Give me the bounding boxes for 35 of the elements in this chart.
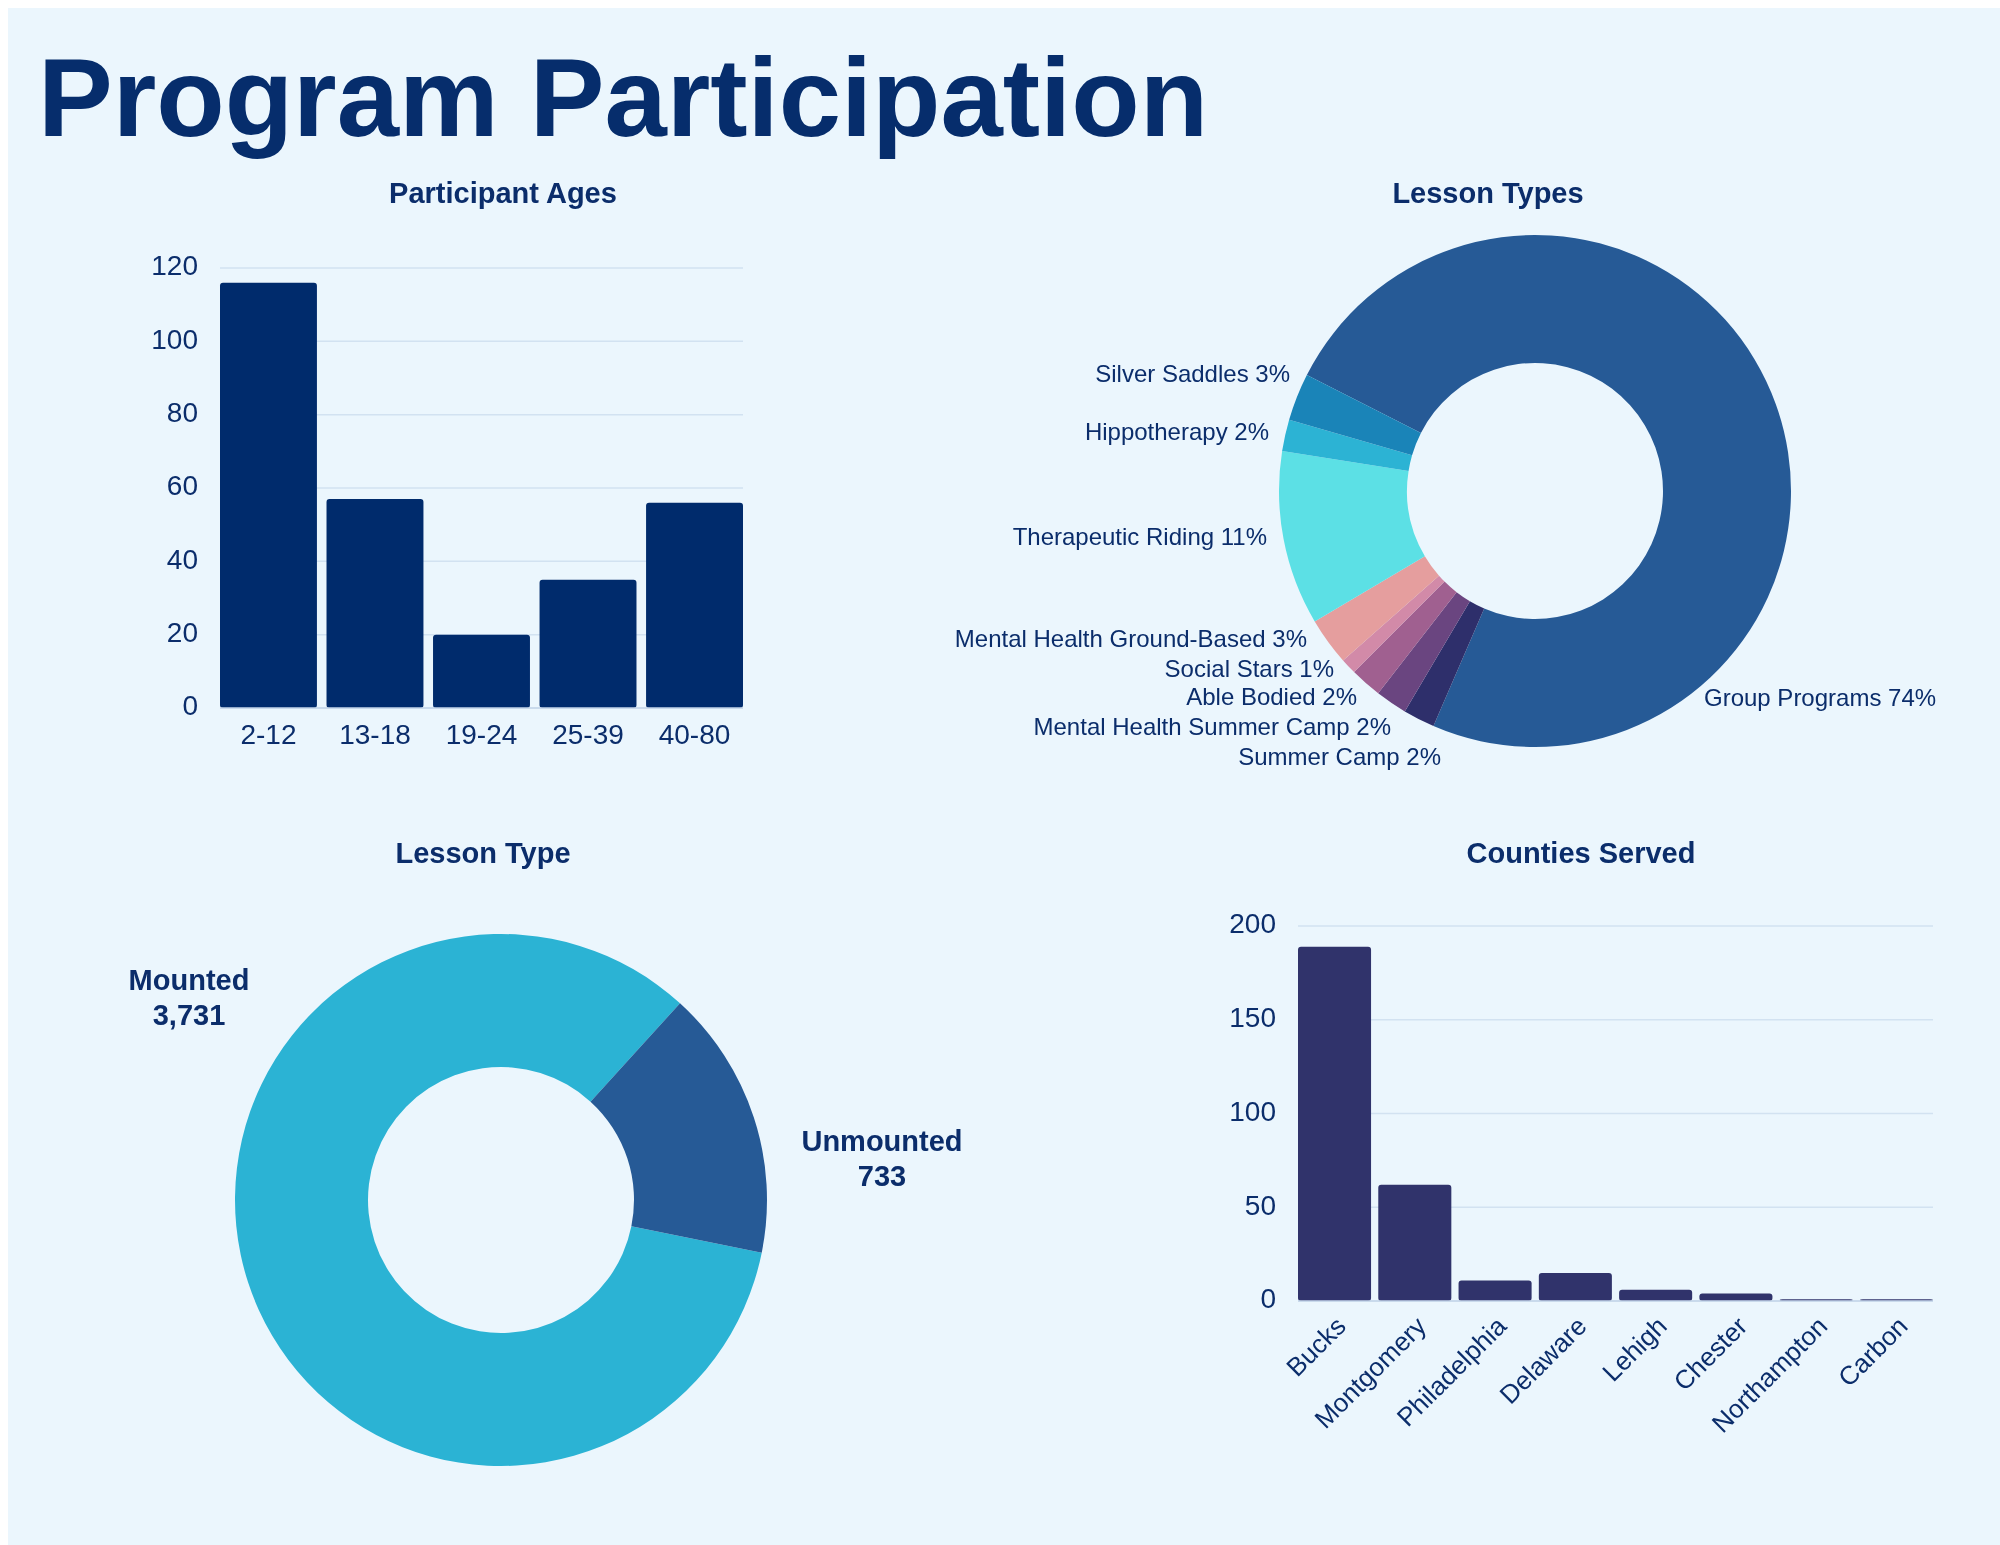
slice-label: Therapeutic Riding 11%	[1012, 523, 1267, 551]
slice-label: Mental Health Summer Camp 2%	[1033, 713, 1391, 741]
y-tick-label: 60	[166, 470, 198, 502]
slice-label: Able Bodied 2%	[1186, 683, 1357, 711]
y-tick-label: 100	[151, 323, 198, 355]
slice-label: Social Stars 1%	[1164, 655, 1334, 683]
chart-title: Participant Ages	[389, 177, 617, 209]
slice-label: Silver Saddles 3%	[1095, 360, 1290, 388]
slice-label: Mental Health Ground-Based 3%	[954, 625, 1307, 653]
chart-title: Lesson Type	[395, 837, 571, 869]
x-tick-label: 19-24	[445, 719, 518, 750]
x-tick-label: 2-12	[240, 719, 297, 750]
x-tick-label: 40-80	[658, 719, 731, 750]
slice-label: Summer Camp 2%	[1238, 743, 1441, 771]
y-tick-label: 200	[1229, 908, 1276, 940]
slice-label: Mounted	[128, 964, 250, 996]
x-tick-label: 13-18	[339, 719, 411, 750]
y-tick-label: 20	[166, 617, 198, 649]
y-tick-label: 120	[151, 250, 198, 282]
y-tick-label: 0	[182, 690, 198, 722]
chart-title: Counties Served	[1466, 837, 1696, 869]
y-tick-label: 50	[1244, 1189, 1276, 1221]
y-tick-label: 100	[1229, 1095, 1276, 1127]
y-tick-label: 80	[166, 397, 198, 429]
y-tick-label: 0	[1260, 1283, 1276, 1315]
slice-label: Unmounted	[801, 1125, 963, 1157]
slice-label: Group Programs 74%	[1704, 684, 1937, 712]
text: Program Participation	[38, 35, 1209, 160]
chart-title: Lesson Types	[1392, 177, 1584, 209]
slice-label: Hippotherapy 2%	[1084, 418, 1269, 446]
y-tick-label: 40	[166, 543, 198, 575]
data-label: 3,731	[152, 998, 226, 1031]
x-tick-label: 25-39	[552, 719, 624, 750]
data-label: 733	[857, 1159, 907, 1192]
y-tick-label: 150	[1229, 1002, 1276, 1034]
